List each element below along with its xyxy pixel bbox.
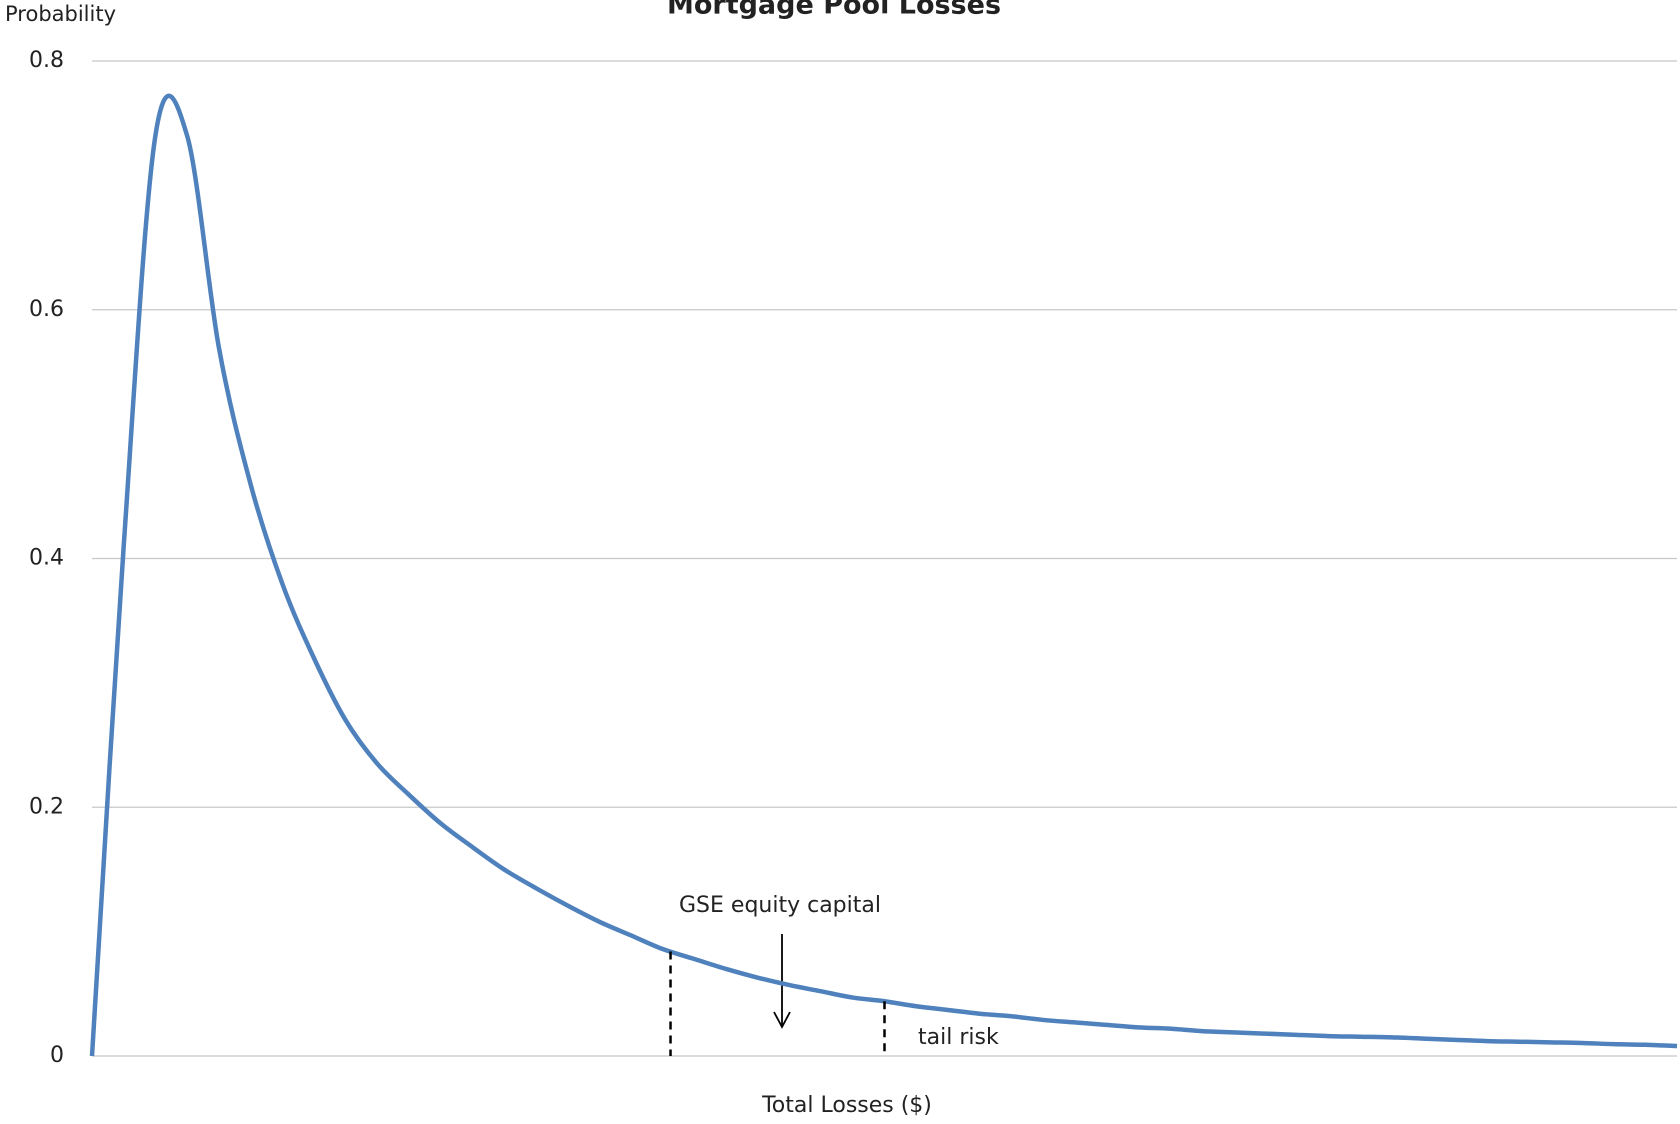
y-tick-label: 0.8 [29,48,64,73]
y-tick-label: 0.6 [29,297,64,322]
y-tick-label: 0 [50,1043,64,1068]
arrow [773,934,791,1029]
y-tick-label: 0.2 [29,794,64,819]
y-tick-label: 0.4 [29,546,64,571]
x-axis-label: Total Losses ($) [761,1093,932,1118]
annotation: GSE equity capital [679,893,881,918]
line-series [89,93,1678,1057]
annotation: tail risk [918,1025,999,1050]
chart-title: Mortgage Pool Losses [667,0,1001,21]
y-axis-label: Probability [5,2,116,26]
